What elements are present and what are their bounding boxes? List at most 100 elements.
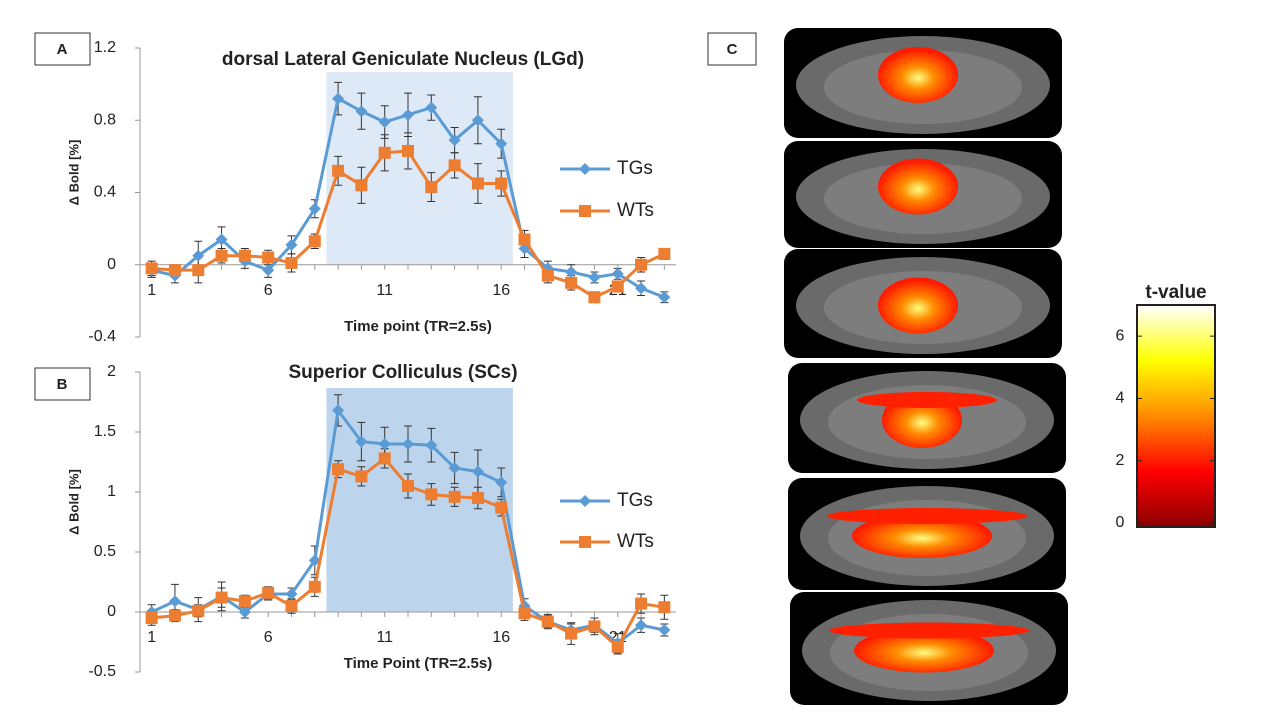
marker	[238, 606, 251, 618]
legend-marker	[579, 495, 591, 507]
marker	[402, 108, 414, 121]
marker	[168, 609, 181, 622]
marker	[378, 146, 391, 159]
marker	[518, 233, 531, 246]
y-tick-label: 1	[107, 483, 116, 500]
marker	[215, 249, 228, 262]
marker	[262, 586, 275, 599]
colorbar-tick-label: 0	[1116, 514, 1125, 531]
marker	[402, 438, 414, 450]
legend-label: TGs	[617, 490, 653, 511]
x-tick-label: 11	[376, 629, 393, 646]
marker	[611, 280, 624, 293]
marker	[332, 404, 345, 417]
marker	[471, 465, 484, 478]
activation	[878, 158, 958, 215]
colorbar-title: t-value	[1145, 282, 1206, 303]
activation	[827, 508, 1027, 524]
y-tick-label: -0.5	[88, 663, 116, 680]
marker	[332, 463, 345, 476]
x-tick-label: 1	[147, 629, 156, 646]
marker	[145, 262, 158, 275]
legend-label: WTs	[617, 531, 654, 552]
marker	[588, 620, 601, 633]
marker	[332, 92, 345, 105]
marker	[425, 181, 438, 194]
marker	[658, 624, 671, 636]
marker	[635, 597, 648, 610]
marker	[541, 269, 554, 282]
legend-marker	[579, 536, 591, 548]
marker	[611, 267, 624, 280]
marker	[471, 114, 484, 127]
y-tick-label: 0.5	[94, 543, 116, 560]
marker	[285, 588, 298, 600]
y-tick-label: 1.2	[94, 39, 116, 56]
activation	[878, 47, 958, 103]
colorbar-tick-label: 6	[1116, 327, 1125, 344]
legend-marker	[579, 163, 591, 175]
marker	[495, 137, 508, 150]
panel-label: A	[57, 41, 68, 58]
marker	[565, 276, 578, 289]
panel-label: C	[727, 41, 738, 58]
marker	[238, 249, 251, 262]
marker	[192, 264, 205, 277]
marker	[658, 601, 671, 614]
panel-box	[34, 367, 91, 401]
marker	[588, 271, 601, 284]
marker	[565, 627, 578, 640]
y-tick-label: 2	[107, 363, 116, 380]
marker	[448, 159, 461, 172]
marker	[565, 265, 578, 278]
marker	[658, 247, 671, 260]
legend-label: TGs	[617, 158, 653, 179]
y-tick-label: 0	[107, 256, 116, 273]
colorbar-tick-label: 2	[1116, 452, 1125, 469]
panel-box	[34, 32, 91, 66]
marker	[332, 164, 345, 177]
marker	[635, 619, 648, 632]
marker	[308, 235, 321, 248]
marker	[355, 179, 368, 192]
marker	[588, 291, 601, 304]
marker	[448, 462, 461, 474]
marker	[425, 101, 438, 114]
panel-labels: A B C	[34, 32, 757, 401]
panel-box	[707, 32, 757, 66]
marker	[518, 607, 531, 620]
marker	[658, 291, 671, 304]
activation	[829, 622, 1029, 639]
marker	[215, 591, 228, 604]
marker	[238, 595, 251, 608]
marker	[285, 238, 298, 251]
x-tick-label: 11	[376, 282, 393, 299]
y-tick-label: 0.4	[94, 184, 116, 201]
x-axis-label: Time point (TR=2.5s)	[344, 318, 492, 335]
chart-title: Superior Colliculus (SCs)	[288, 362, 517, 383]
marker	[471, 492, 484, 504]
marker	[285, 600, 298, 612]
marker	[145, 612, 158, 624]
x-tick-label: 16	[492, 282, 510, 299]
activation	[854, 628, 994, 673]
marker	[635, 282, 648, 295]
marker	[168, 595, 181, 608]
marker	[355, 470, 368, 483]
marker	[355, 435, 368, 448]
y-tick-label: -0.4	[88, 328, 116, 345]
x-tick-label: 6	[264, 629, 273, 646]
chart-title: dorsal Lateral Geniculate Nucleus (LGd)	[222, 49, 584, 70]
activation	[878, 277, 958, 334]
marker	[402, 480, 414, 492]
x-tick-label: 16	[492, 629, 510, 646]
y-axis-label: Δ Bold [%]	[66, 140, 81, 206]
marker	[308, 554, 321, 567]
activation	[857, 392, 997, 408]
marker	[541, 615, 554, 628]
marker	[402, 144, 414, 157]
x-tick-label: 6	[264, 282, 273, 299]
marker	[495, 501, 508, 514]
marker	[635, 258, 648, 271]
